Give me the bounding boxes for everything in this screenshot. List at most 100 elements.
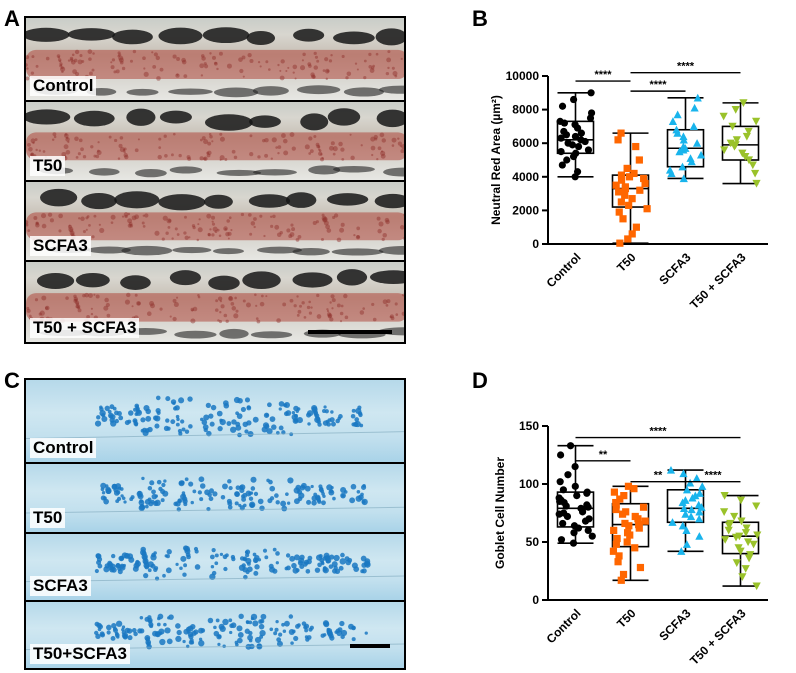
goblet-cell [223, 402, 230, 409]
stain-dot [35, 221, 40, 226]
goblet-cell [180, 419, 185, 424]
stain-dot [201, 56, 206, 61]
stain-dot [44, 305, 50, 311]
stain-dot [217, 319, 220, 322]
goblet-cell [175, 422, 180, 427]
stain-band [26, 49, 404, 80]
micrograph-label: SCFA3 [30, 576, 91, 596]
stain-dot [159, 67, 164, 72]
stain-dot [129, 223, 134, 228]
stain-dot [290, 223, 294, 227]
data-point [560, 127, 568, 136]
goblet-cell [165, 396, 171, 402]
stain-dot [30, 71, 35, 75]
stain-dot [303, 315, 307, 319]
goblet-cell [322, 494, 326, 499]
goblet-cell [199, 497, 204, 502]
data-point [737, 517, 746, 526]
data-point [585, 515, 593, 523]
goblet-cell [197, 490, 203, 495]
stain-dot [313, 134, 317, 139]
goblet-cell [306, 410, 314, 417]
stain-dot [209, 52, 212, 55]
goblet-cell [98, 624, 104, 630]
data-point [621, 191, 629, 199]
data-point [673, 110, 682, 119]
stain-dot [45, 306, 49, 310]
stain-dot [203, 156, 208, 161]
data-point [736, 496, 746, 505]
stain-dot [269, 215, 273, 219]
goblet-cell [335, 628, 341, 634]
goblet-cell [245, 569, 250, 575]
stain-dot [211, 215, 216, 220]
stain-dot [207, 233, 211, 237]
goblet-cell [216, 410, 223, 417]
stain-dot [70, 58, 74, 62]
stain-dot [256, 319, 261, 324]
stain-dot [74, 298, 78, 302]
stain-dot [277, 145, 282, 149]
data-point [691, 491, 700, 500]
stain-dot [59, 62, 63, 66]
goblet-cell [299, 564, 305, 569]
series-t50-scfa3 [719, 99, 761, 188]
goblet-cell [241, 563, 246, 568]
goblet-cell [168, 614, 174, 620]
data-point [682, 485, 692, 494]
goblet-cell [323, 621, 330, 628]
stain-dot [131, 215, 137, 221]
data-point [726, 139, 735, 148]
goblet-cell [175, 414, 180, 419]
goblet-cell [269, 627, 274, 632]
goblet-cell [299, 554, 305, 560]
stain-dot [99, 227, 105, 233]
goblet-cell [268, 563, 274, 569]
stain-dot [31, 55, 35, 59]
stain-dot [68, 226, 74, 232]
goblet-cell [281, 622, 285, 627]
stain-dot [60, 66, 66, 72]
melanophore [249, 115, 281, 128]
data-point [583, 488, 591, 496]
data-point [564, 139, 572, 147]
stain-dot [331, 298, 336, 303]
data-point [624, 482, 633, 490]
data-point [571, 482, 579, 490]
stain-dot [206, 151, 210, 155]
melanophore [378, 85, 404, 94]
goblet-cell [175, 635, 182, 642]
stain-dot [214, 230, 218, 234]
stain-dot [391, 66, 395, 70]
stain-dot [274, 224, 280, 230]
stain-dot [152, 64, 157, 69]
data-point [732, 559, 741, 567]
goblet-cell [246, 405, 252, 411]
goblet-cell [209, 573, 216, 580]
data-point [614, 136, 622, 144]
stain-dot [389, 314, 394, 319]
stain-dot [128, 222, 133, 226]
data-point [732, 136, 741, 144]
stain-dot [327, 313, 333, 318]
goblet-cell [231, 557, 236, 562]
x-tick-label: T50 + SCFA3 [687, 606, 749, 668]
goblet-cell [291, 562, 297, 569]
stain-dot [326, 310, 330, 313]
stain-dot [255, 304, 258, 307]
data-point [738, 149, 747, 158]
goblet-cell [165, 567, 172, 574]
stain-dot [93, 293, 96, 296]
stain-dot [175, 73, 180, 78]
goblet-cell [162, 490, 169, 497]
stain-dot [88, 224, 91, 227]
y-tick-label: 2000 [512, 203, 539, 217]
melanophore [252, 86, 289, 96]
goblet-cell [113, 490, 120, 496]
stain-dot [144, 213, 149, 218]
stain-dot [154, 230, 160, 236]
stain-dot [336, 237, 342, 243]
goblet-cell [150, 563, 156, 569]
stain-dot [191, 309, 194, 312]
